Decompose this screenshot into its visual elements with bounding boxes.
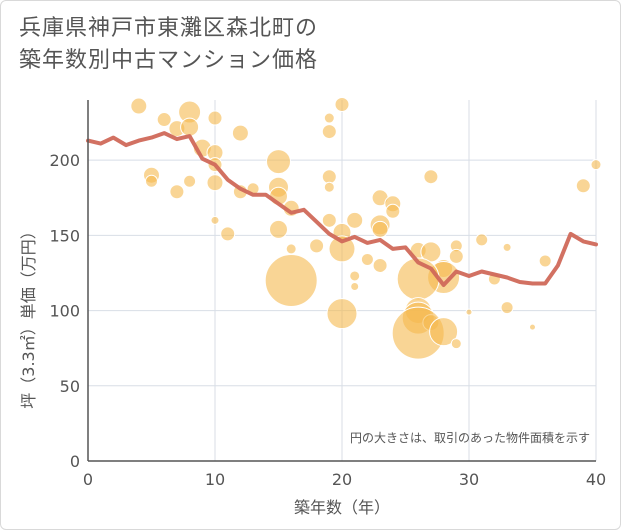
bubble <box>475 233 489 247</box>
bubble <box>346 211 364 229</box>
tick-labels: 0 50 100 150 200 0 10 20 30 40 <box>49 151 606 489</box>
bubble <box>285 243 297 255</box>
y-tick-label: 200 <box>49 151 80 170</box>
bubble <box>465 308 473 316</box>
bubble <box>210 215 220 225</box>
bubble <box>372 257 388 273</box>
bubble <box>264 254 318 307</box>
bubble <box>385 203 401 219</box>
bubble <box>423 169 439 185</box>
bubble <box>590 159 602 171</box>
axes <box>87 100 596 462</box>
bubble <box>145 174 158 188</box>
chart-title-line2: 築年数別中古マンション価格 <box>19 48 319 73</box>
bubble-size-note: 円の大きさは、取引のあった物件面積を示す <box>350 430 590 445</box>
bubble <box>328 235 356 263</box>
bubble <box>448 248 464 264</box>
bubble <box>334 97 350 113</box>
bubble <box>575 178 591 194</box>
bubble <box>323 112 335 124</box>
y-tick-label: 150 <box>49 226 80 245</box>
bubble <box>500 301 514 315</box>
bubble <box>350 282 360 292</box>
bubble <box>180 117 200 137</box>
x-tick-label: 30 <box>459 470 479 489</box>
bubble <box>429 317 459 347</box>
price-line-series <box>86 131 598 287</box>
bubble <box>266 149 291 175</box>
y-tick-label: 50 <box>60 377 80 396</box>
bubbles <box>130 97 602 360</box>
bubble <box>321 212 337 228</box>
bubble <box>321 169 337 185</box>
bubble <box>360 252 374 266</box>
bubble <box>130 97 148 115</box>
bubble <box>326 298 358 330</box>
x-tick-label: 0 <box>83 470 93 489</box>
bubble <box>309 238 325 254</box>
y-tick-label: 0 <box>70 452 80 471</box>
y-tick-label: 100 <box>49 302 80 321</box>
bubble <box>231 124 249 142</box>
bubble <box>206 174 224 192</box>
bubble <box>183 174 197 188</box>
bubble <box>323 181 335 193</box>
x-tick-label: 10 <box>205 470 225 489</box>
bubble <box>538 254 552 268</box>
bubble <box>450 338 462 350</box>
x-tick-label: 40 <box>586 470 606 489</box>
bubble <box>529 323 536 331</box>
bubble <box>269 219 288 239</box>
price-line <box>86 131 598 287</box>
bubble <box>220 226 236 242</box>
x-axis-title: 築年数（年） <box>294 498 390 517</box>
bubble <box>371 220 389 238</box>
bubble <box>156 112 172 128</box>
bubble <box>207 110 223 126</box>
bubble <box>321 124 337 140</box>
x-tick-label: 20 <box>332 470 352 489</box>
y-axis-title: 坪（3.3㎡）単価（万円） <box>19 223 38 408</box>
bubble <box>502 242 512 252</box>
chart-title-line1: 兵庫県神戸市東灘区森北町の <box>19 16 319 41</box>
bubble <box>349 270 361 282</box>
chart-title: 兵庫県神戸市東灘区森北町の 築年数別中古マンション価格 <box>19 13 318 77</box>
bubble <box>169 184 185 200</box>
